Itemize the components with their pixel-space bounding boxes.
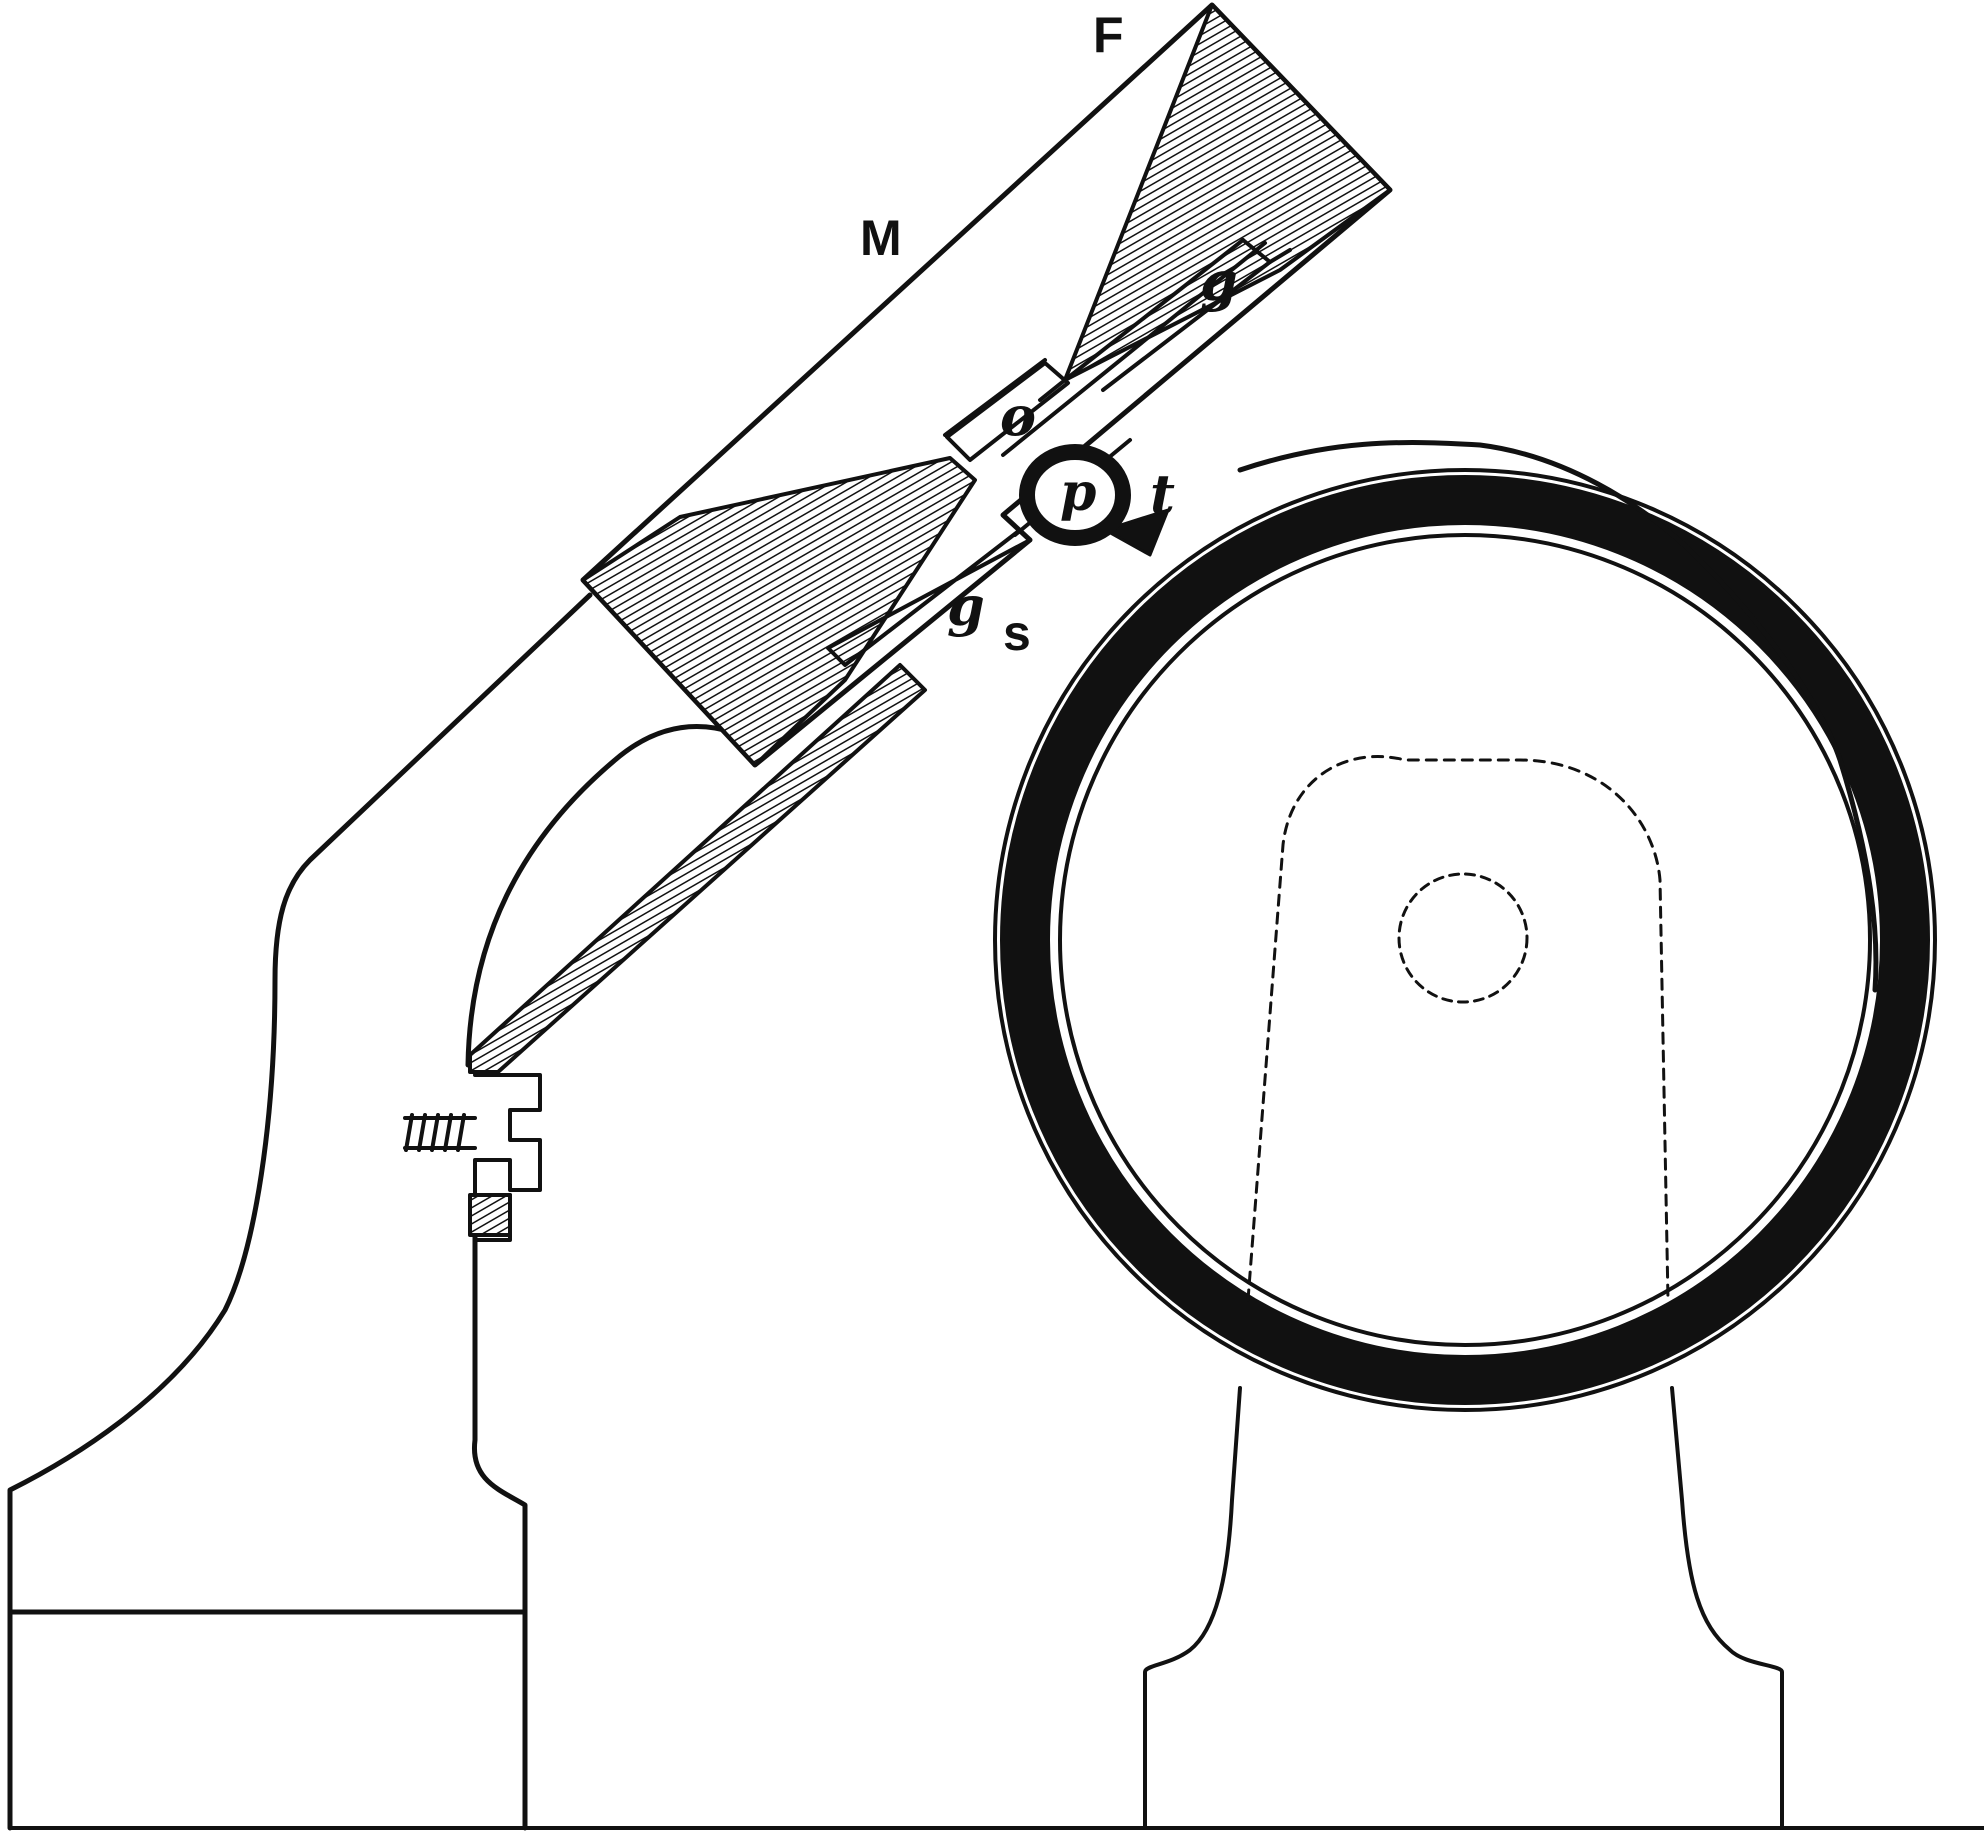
slot-o-box <box>945 361 1070 462</box>
frame-left-outline <box>7 592 593 1615</box>
base-plinth <box>7 1609 528 1831</box>
label-t: t <box>1150 462 1175 526</box>
guide-channel-upper <box>943 238 1267 457</box>
frame-throat-curve <box>465 724 738 1068</box>
roller-pedestal <box>1143 1386 1784 1830</box>
pivot-ring-p <box>1019 444 1131 546</box>
pivot-arm-t <box>1103 508 1170 557</box>
roller-inner-line <box>1058 533 1872 1347</box>
hatched-wedge-lower <box>581 456 977 767</box>
adjusting-screw-block <box>473 1073 542 1242</box>
roller-rim <box>1000 475 1930 1405</box>
label-g-lower: g <box>947 574 985 638</box>
adjusting-screw-thread <box>403 1113 477 1152</box>
hatched-wedge-upper <box>1063 3 1392 382</box>
inclined-slide-bar <box>468 663 927 1074</box>
roller-rim-outer-line <box>993 468 1937 1412</box>
label-M: M <box>860 210 902 266</box>
adjusting-screw-hatched-block <box>468 1193 512 1237</box>
label-s: s <box>1003 605 1031 661</box>
roller-knurled-edge <box>1237 440 1879 993</box>
label-g-upper: g <box>1200 249 1238 313</box>
guide-bar-g-lower <box>826 528 1032 667</box>
hidden-support-outline <box>1246 755 1670 1302</box>
hidden-shaft-circle <box>1397 872 1529 1004</box>
label-p: p <box>1060 462 1096 523</box>
label-o: o <box>1000 384 1036 448</box>
label-F: F <box>1093 7 1124 63</box>
